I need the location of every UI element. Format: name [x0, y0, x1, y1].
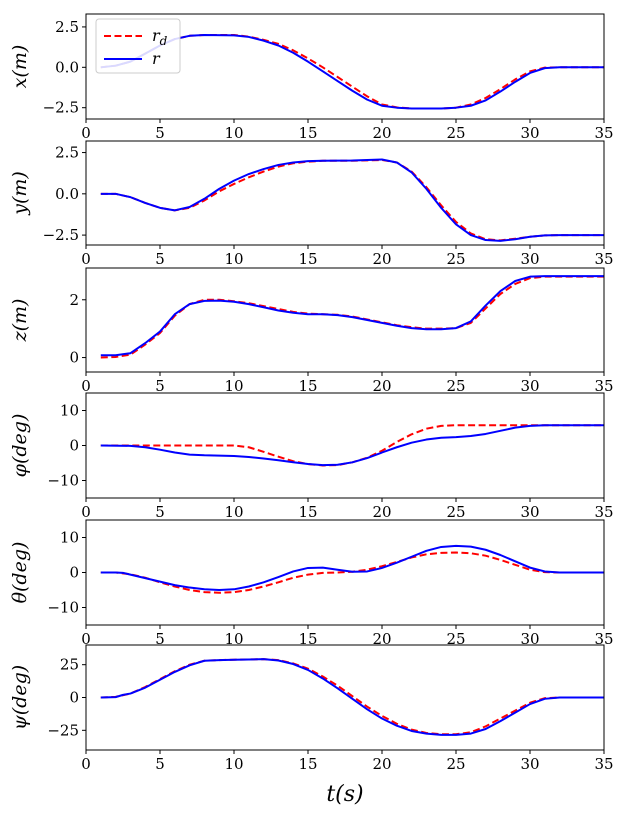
axes-frame-phi [85, 392, 605, 499]
x-tick-label: 25 [446, 250, 465, 268]
x-tick-label: 10 [224, 630, 243, 648]
x-tick-label: 10 [224, 250, 243, 268]
y-axis-label-z: z(m) [9, 299, 31, 343]
x-tick-label: 20 [372, 377, 391, 395]
x-tick-label: 15 [298, 503, 317, 521]
x-tick-label: 5 [155, 124, 165, 142]
x-tick-label: 30 [520, 377, 539, 395]
series-line-rd-theta [100, 551, 604, 594]
x-tick-label: 0 [81, 124, 91, 142]
x-tick-label: 0 [81, 630, 91, 648]
x-tick-label: 25 [446, 377, 465, 395]
x-tick-label: 35 [594, 377, 613, 395]
axes-frame-x [85, 13, 605, 120]
y-tick-label: 2 [69, 291, 79, 309]
x-tick-label: 20 [372, 124, 391, 142]
x-tick-label: 35 [594, 630, 613, 648]
y-tick-label: 0 [69, 437, 79, 455]
axes-frame-y [85, 140, 605, 246]
x-tick-label: 15 [298, 250, 317, 268]
x-tick-label: 0 [81, 755, 91, 773]
x-tick-label: 5 [155, 503, 165, 521]
x-tick-label: 35 [594, 503, 613, 521]
y-tick-label: 10 [60, 402, 79, 420]
x-tick-label: 5 [155, 250, 165, 268]
series-line-r-z [100, 275, 604, 357]
y-tick-label: 0.0 [55, 58, 79, 76]
y-tick-label: 0.0 [55, 185, 79, 203]
x-tick-label: 5 [155, 377, 165, 395]
x-tick-label: 10 [224, 755, 243, 773]
y-tick-label: −10 [47, 472, 79, 490]
x-tick-label: 30 [520, 250, 539, 268]
panel-z: 0 5 10 15 20 25 30 35 0 2 z(m) [9, 267, 614, 395]
series-line-r-theta [100, 544, 604, 591]
series-line-rd-phi [100, 424, 604, 467]
x-tick-label: 35 [594, 755, 613, 773]
y-axis-label-psi: ψ(deg) [9, 665, 31, 730]
y-axis-label-phi: φ(deg) [9, 414, 31, 478]
x-tick-label: 20 [372, 755, 391, 773]
panel-x: 0 5 10 15 20 25 30 35 −2.5 0.0 2.5 x(m) rdr [9, 13, 614, 142]
y-axis-label-y: y(m) [9, 171, 31, 216]
x-tick-label: 20 [372, 250, 391, 268]
x-tick-label: 20 [372, 503, 391, 521]
x-tick-label: 0 [81, 250, 91, 268]
x-tick-label: 30 [520, 503, 539, 521]
x-tick-label: 0 [81, 503, 91, 521]
y-tick-label: 0 [69, 564, 79, 582]
y-tick-label: 0 [69, 349, 79, 367]
axes-frame-z [85, 267, 605, 373]
axes-frame-psi [85, 644, 605, 751]
series-line-r-y [100, 158, 604, 242]
x-tick-label: 30 [520, 630, 539, 648]
x-tick-label: 25 [446, 124, 465, 142]
legend-label: rd [152, 26, 168, 48]
x-tick-label: 5 [155, 755, 165, 773]
x-tick-label: 10 [224, 124, 243, 142]
y-tick-label: −2.5 [43, 99, 79, 117]
y-tick-label: −25 [47, 721, 79, 739]
y-axis-label-x: x(m) [9, 45, 31, 89]
y-tick-label: 0 [69, 689, 79, 707]
x-tick-label: 35 [594, 250, 613, 268]
y-tick-label: −2.5 [43, 226, 79, 244]
x-tick-label: 25 [446, 630, 465, 648]
series-line-rd-y [100, 158, 604, 242]
x-axis-title: t(s) [326, 782, 363, 807]
panel-y: 0 5 10 15 20 25 30 35 −2.5 0.0 2.5 y(m) [9, 140, 614, 268]
y-tick-label: 2.5 [55, 144, 79, 162]
series-line-r-phi [100, 424, 604, 467]
x-tick-label: 15 [298, 630, 317, 648]
x-tick-label: 30 [520, 755, 539, 773]
axes-frame-theta [85, 519, 605, 626]
legend-box [95, 18, 181, 74]
legend-label: r [152, 49, 161, 68]
x-tick-label: 30 [520, 124, 539, 142]
legend: rdr [95, 18, 181, 74]
x-tick-label: 20 [372, 630, 391, 648]
y-tick-label: −10 [47, 599, 79, 617]
x-tick-label: 35 [594, 124, 613, 142]
x-tick-label: 10 [224, 503, 243, 521]
y-tick-label: 2.5 [55, 18, 79, 36]
x-tick-label: 25 [446, 503, 465, 521]
y-tick-label: 10 [60, 529, 79, 547]
series-line-r-psi [100, 658, 604, 736]
x-tick-label: 10 [224, 377, 243, 395]
x-tick-label: 15 [298, 124, 317, 142]
x-tick-label: 0 [81, 377, 91, 395]
x-tick-label: 15 [298, 377, 317, 395]
x-tick-label: 5 [155, 630, 165, 648]
y-tick-label: 25 [60, 656, 79, 674]
x-tick-label: 15 [298, 755, 317, 773]
x-tick-label: 25 [446, 755, 465, 773]
y-axis-label-theta: θ(deg) [9, 542, 31, 604]
series-line-rd-z [100, 275, 604, 359]
